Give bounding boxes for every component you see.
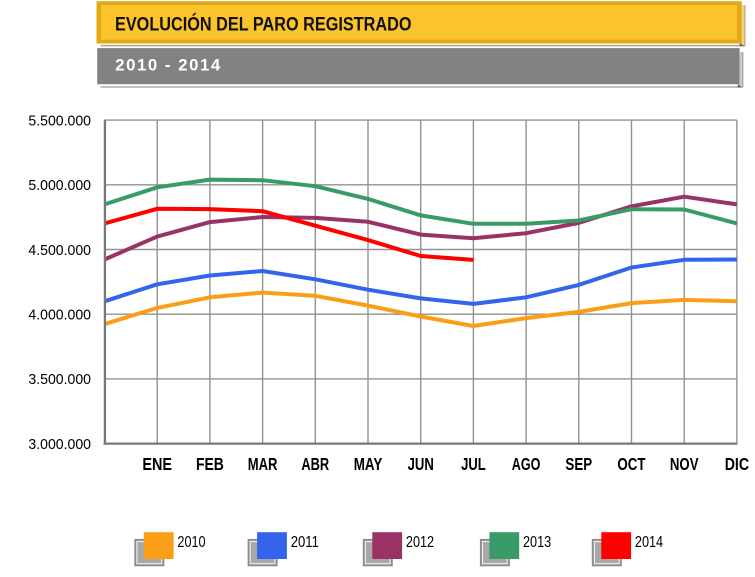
svg-text:3.000.000: 3.000.000 — [28, 437, 91, 453]
svg-text:ABR: ABR — [301, 454, 329, 474]
svg-text:FEB: FEB — [196, 454, 224, 474]
svg-text:EVOLUCIÓN DEL PARO REGISTRADO: EVOLUCIÓN DEL PARO REGISTRADO — [115, 14, 412, 36]
svg-text:JUL: JUL — [461, 454, 486, 474]
svg-text:MAY: MAY — [354, 454, 383, 474]
svg-text:4.500.000: 4.500.000 — [28, 243, 91, 259]
svg-text:AGO: AGO — [512, 454, 541, 474]
svg-text:JUN: JUN — [408, 454, 434, 474]
svg-text:SEP: SEP — [565, 454, 592, 474]
svg-text:3.500.000: 3.500.000 — [28, 372, 91, 388]
svg-text:MAR: MAR — [248, 454, 278, 474]
svg-text:2012: 2012 — [406, 534, 434, 551]
svg-text:NOV: NOV — [670, 454, 699, 474]
svg-text:ENE: ENE — [142, 454, 172, 474]
svg-text:4.000.000: 4.000.000 — [28, 308, 91, 324]
svg-text:5.000.000: 5.000.000 — [28, 178, 91, 194]
svg-text:DIC: DIC — [725, 454, 750, 474]
svg-text:2014: 2014 — [635, 534, 663, 551]
svg-text:5.500.000: 5.500.000 — [28, 113, 91, 129]
svg-text:2013: 2013 — [523, 534, 551, 551]
svg-text:OCT: OCT — [617, 454, 645, 474]
svg-text:2010: 2010 — [177, 534, 205, 551]
svg-text:2010 - 2014: 2010 - 2014 — [115, 56, 221, 75]
svg-text:2011: 2011 — [291, 534, 319, 551]
